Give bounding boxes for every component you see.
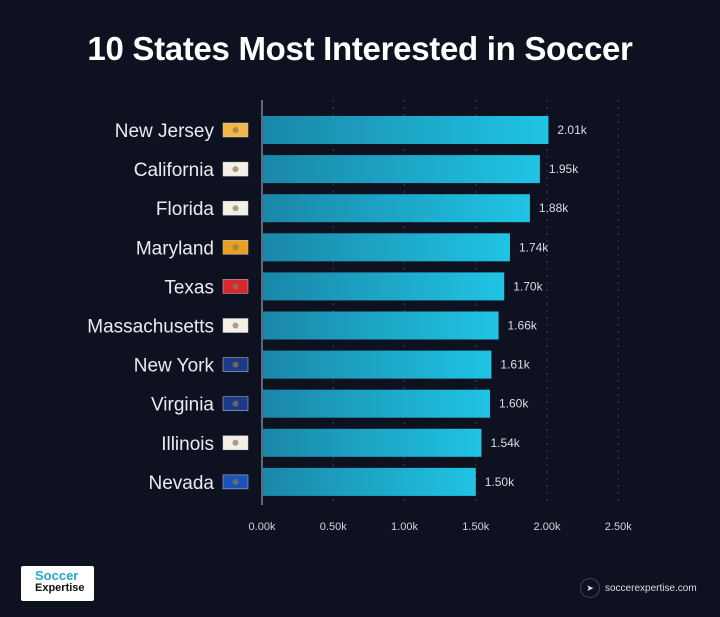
x-tick-label: 0.50k [320, 521, 347, 533]
value-label: 1.95k [549, 162, 579, 176]
x-tick-label: 1.00k [391, 521, 418, 533]
bar [263, 311, 499, 340]
bar [263, 233, 510, 262]
bar [263, 389, 490, 418]
value-label: 1.74k [519, 240, 549, 254]
category-label: Virginia [151, 395, 214, 416]
value-label: 1.66k [508, 319, 538, 333]
website-text: soccerexpertise.com [605, 582, 697, 594]
cursor-icon: ➤ [580, 578, 600, 598]
category-label: New York [134, 356, 215, 377]
logo-line1: Soccer [35, 568, 79, 583]
flag-emblem-icon [232, 439, 239, 446]
flag-emblem-icon [232, 361, 239, 368]
value-label: 1.60k [499, 397, 529, 411]
flag-emblem-icon [232, 127, 239, 133]
bar [263, 350, 492, 379]
value-label: 2.01k [557, 123, 587, 137]
category-label: Maryland [136, 238, 214, 259]
value-label: 1.70k [513, 279, 543, 293]
x-tick-label: 2.00k [534, 521, 561, 533]
flag-emblem-icon [232, 478, 239, 485]
value-label: 1.61k [500, 358, 530, 372]
flag-emblem-icon [232, 400, 239, 407]
flag-emblem-icon [232, 166, 239, 173]
value-label: 1.88k [539, 201, 569, 215]
bar [263, 116, 549, 144]
bar [263, 467, 476, 496]
x-tick-label: 2.50k [605, 521, 632, 533]
bar [263, 155, 540, 184]
category-label: Nevada [149, 473, 215, 494]
flag-emblem-icon [232, 283, 239, 290]
category-label: California [134, 160, 215, 181]
category-label: Illinois [161, 434, 214, 455]
website-link[interactable]: ➤ soccerexpertise.com [580, 578, 697, 598]
x-tick-label: 1.50k [462, 521, 489, 533]
flag-emblem-icon [232, 205, 239, 212]
value-label: 1.50k [485, 475, 515, 489]
category-label: New Jersey [115, 121, 215, 142]
value-label: 1.54k [490, 436, 520, 450]
category-label: Florida [156, 199, 215, 220]
soccer-expertise-logo: Soccer Expertise [21, 566, 94, 601]
flag-emblem-icon [232, 322, 239, 329]
logo-line2: Expertise [35, 582, 85, 594]
bar [263, 428, 482, 457]
category-label: Texas [164, 277, 214, 298]
bar [263, 272, 505, 301]
chart-title: 10 States Most Interested in Soccer [87, 30, 633, 67]
bar [263, 194, 530, 223]
category-label: Massachusetts [87, 317, 214, 338]
flag-emblem-icon [232, 244, 239, 251]
x-tick-label: 0.00k [249, 521, 276, 533]
